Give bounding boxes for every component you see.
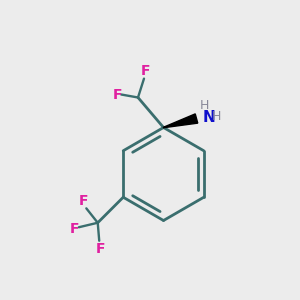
Text: F: F (141, 64, 150, 78)
Text: F: F (113, 88, 122, 101)
Text: H: H (199, 99, 209, 112)
Polygon shape (164, 114, 198, 128)
Text: F: F (70, 222, 79, 236)
Text: F: F (95, 242, 105, 256)
Text: N: N (202, 110, 215, 124)
Text: H: H (211, 110, 221, 124)
Text: F: F (79, 194, 88, 208)
